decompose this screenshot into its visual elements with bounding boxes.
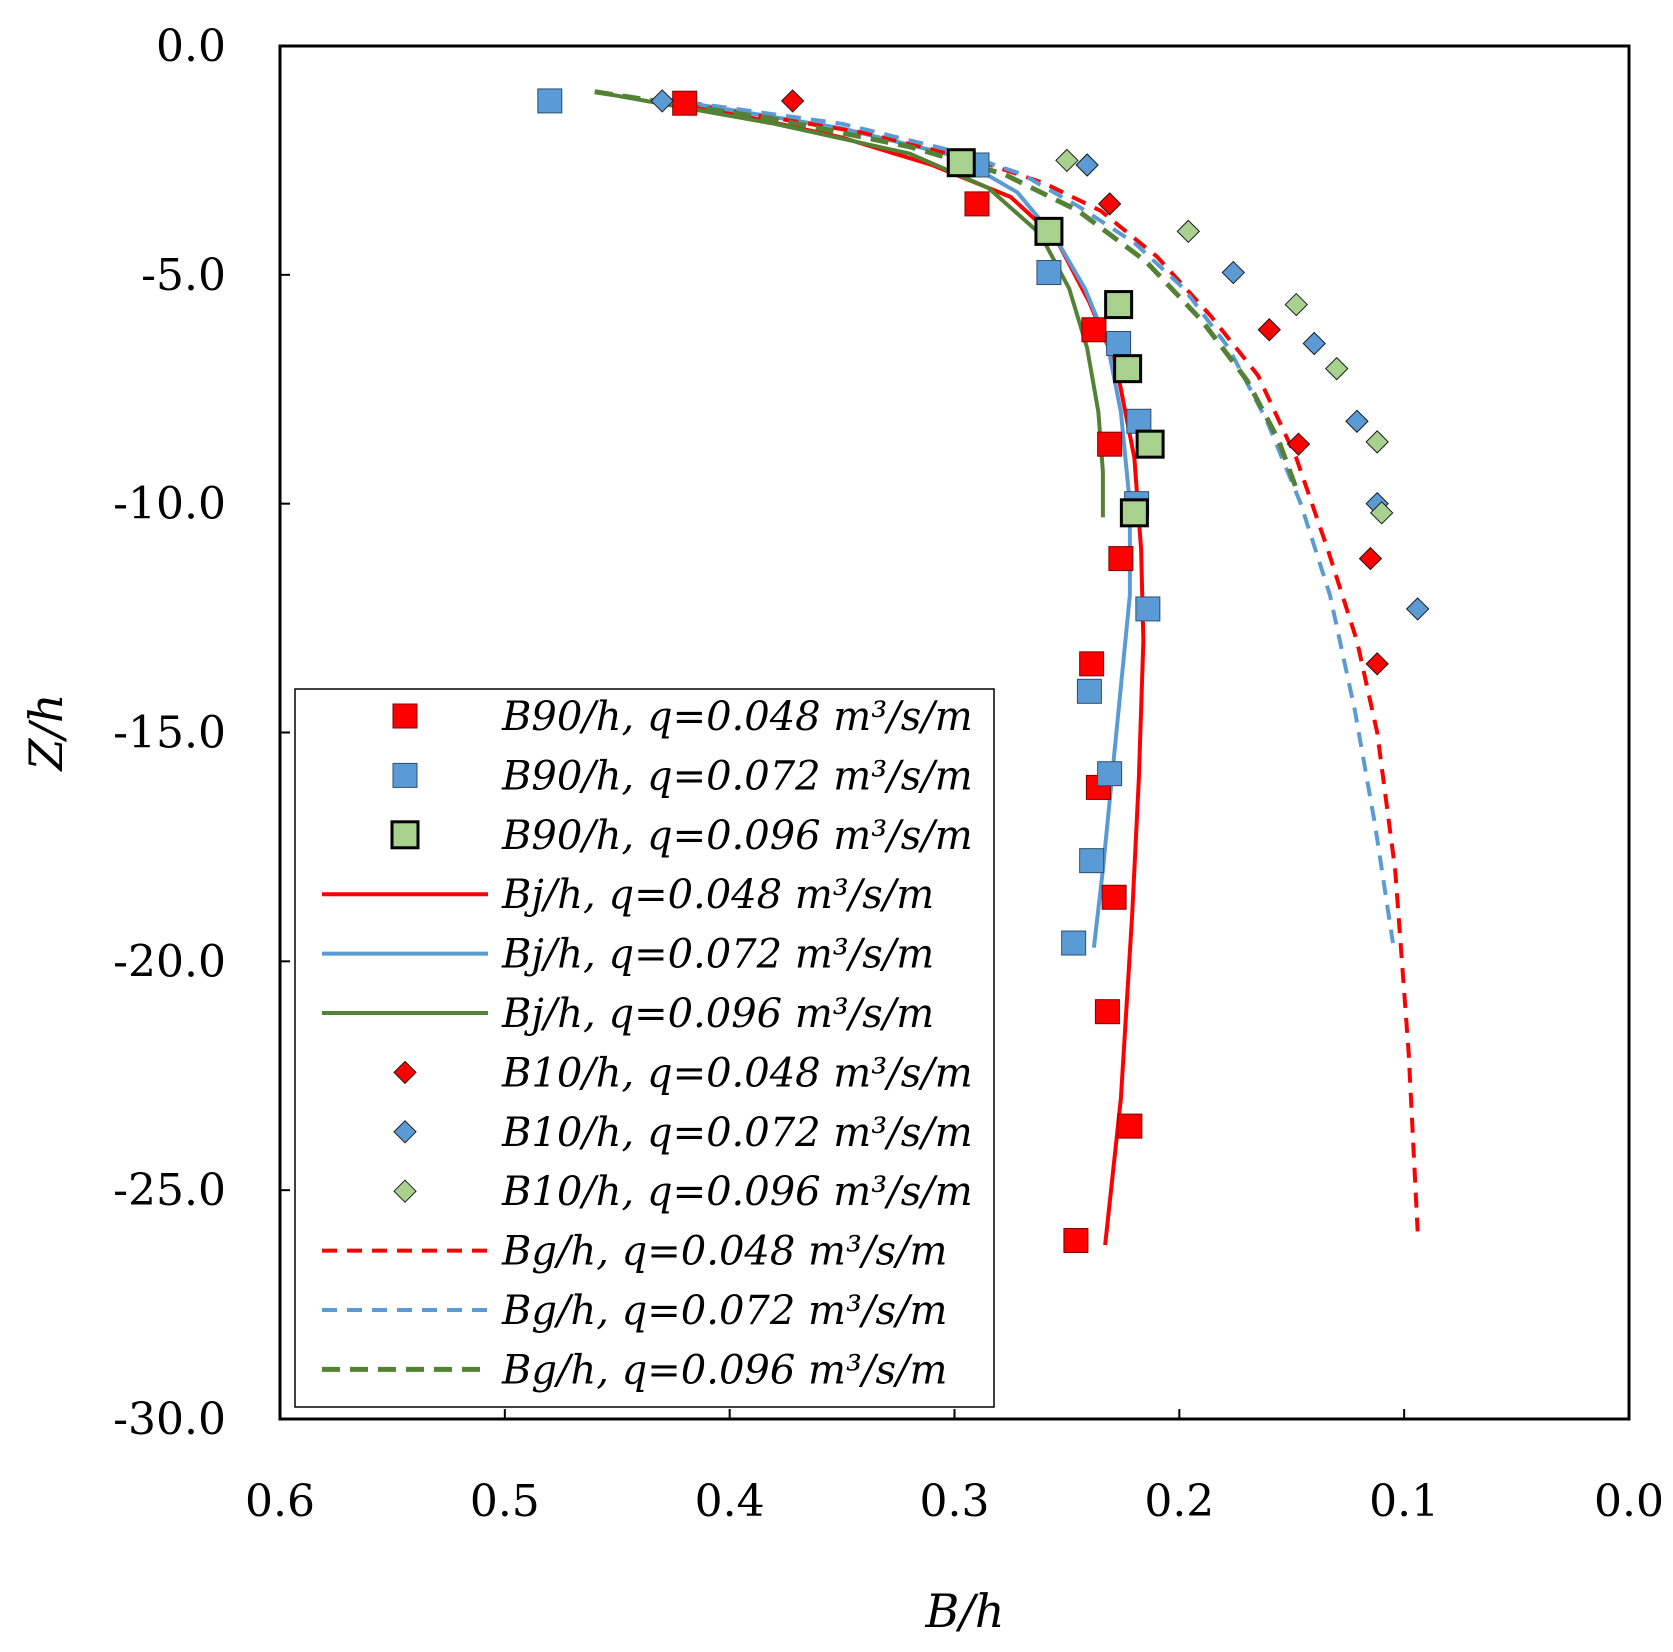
data-point-b10-h-q-0-072-m-s-m xyxy=(650,89,674,113)
y-axis-ticks: 0.0 -5.0 -10.0 -15.0 -20.0 -25.0 -30.0 xyxy=(113,21,290,1445)
data-point-b90-h-q-0-072-m-s-m xyxy=(1076,678,1102,704)
y-tick-label: -5.0 xyxy=(141,250,226,301)
x-tick-label: 0.6 xyxy=(245,1476,315,1527)
data-point-b90-h-q-0-048-m-s-m xyxy=(1094,999,1120,1025)
legend-swatch-b90-h-q-0-072-m-s-m xyxy=(392,762,418,788)
data-point-b90-h-q-0-048-m-s-m xyxy=(964,191,990,217)
x-tick-label: 0.2 xyxy=(1144,1476,1214,1527)
data-point-b10-h-q-0-072-m-s-m xyxy=(1302,331,1326,356)
y-axis-title: Z/h xyxy=(19,693,73,772)
legend-label: B10/h, q=0.096 m³/s/m xyxy=(501,1169,973,1215)
x-tick-label: 0.4 xyxy=(695,1476,765,1527)
legend: B90/h, q=0.048 m³/s/m B90/h, q=0.072 m³/s… xyxy=(294,688,995,1408)
legend-label: Bj/h, q=0.048 m³/s/m xyxy=(501,872,934,918)
data-point-b10-h-q-0-072-m-s-m xyxy=(1075,153,1099,177)
data-point-b10-h-q-0-048-m-s-m xyxy=(1257,318,1281,342)
legend-label: B90/h, q=0.096 m³/s/m xyxy=(501,813,973,859)
data-point-b90-h-q-0-096-m-s-m xyxy=(1113,354,1143,384)
legend-swatch-b90-h-q-0-096-m-s-m xyxy=(390,820,420,850)
data-point-b10-h-q-0-072-m-s-m xyxy=(1221,260,1245,285)
data-point-b90-h-q-0-096-m-s-m xyxy=(1119,498,1149,528)
legend-label: Bg/h, q=0.048 m³/s/m xyxy=(501,1229,947,1275)
y-tick-label: -15.0 xyxy=(113,708,226,759)
data-point-b10-h-q-0-096-m-s-m xyxy=(1055,148,1079,173)
data-point-b90-h-q-0-072-m-s-m xyxy=(1079,848,1105,874)
data-point-b10-h-q-0-048-m-s-m xyxy=(1097,192,1122,216)
legend-label: B10/h, q=0.072 m³/s/m xyxy=(501,1110,973,1156)
data-point-b10-h-q-0-072-m-s-m xyxy=(1345,409,1369,433)
legend-label: B10/h, q=0.048 m³/s/m xyxy=(501,1050,973,1096)
y-tick-label: -25.0 xyxy=(113,1165,226,1216)
data-point-b90-h-q-0-096-m-s-m xyxy=(1104,290,1134,320)
data-point-b10-h-q-0-048-m-s-m xyxy=(780,89,805,113)
series-markers xyxy=(537,88,1430,1254)
data-point-b90-h-q-0-072-m-s-m xyxy=(537,88,563,114)
series-line-bg-h-q-0-048-m-s-m xyxy=(684,101,1420,1232)
legend-label: B90/h, q=0.048 m³/s/m xyxy=(501,694,973,740)
legend-swatch-b10-h-q-0-072-m-s-m xyxy=(393,1120,417,1144)
x-tick-label: 0.3 xyxy=(920,1476,990,1527)
data-point-b90-h-q-0-048-m-s-m xyxy=(1108,546,1134,572)
legend-label: Bj/h, q=0.072 m³/s/m xyxy=(501,932,934,978)
x-axis-title: B/h xyxy=(925,1584,1005,1638)
data-point-b90-h-q-0-096-m-s-m xyxy=(1135,429,1165,459)
data-point-b90-h-q-0-048-m-s-m xyxy=(672,90,698,116)
data-point-b90-h-q-0-072-m-s-m xyxy=(1097,761,1123,787)
data-point-b10-h-q-0-048-m-s-m xyxy=(1358,546,1383,571)
data-point-b90-h-q-0-048-m-s-m xyxy=(1063,1228,1089,1254)
data-point-b10-h-q-0-048-m-s-m xyxy=(1286,432,1311,456)
x-tick-label: 0.0 xyxy=(1594,1476,1664,1527)
data-point-b90-h-q-0-072-m-s-m xyxy=(1106,330,1132,356)
data-point-b90-h-q-0-048-m-s-m xyxy=(1081,317,1107,343)
data-point-b10-h-q-0-096-m-s-m xyxy=(1325,356,1349,381)
data-point-b10-h-q-0-072-m-s-m xyxy=(1405,597,1430,621)
y-tick-label: -10.0 xyxy=(113,479,226,530)
data-point-b10-h-q-0-096-m-s-m xyxy=(1284,292,1308,317)
data-point-b90-h-q-0-072-m-s-m xyxy=(1135,596,1161,622)
data-point-b90-h-q-0-048-m-s-m xyxy=(1097,431,1123,457)
legend-swatch-b10-h-q-0-048-m-s-m xyxy=(393,1060,417,1085)
data-point-b90-h-q-0-096-m-s-m xyxy=(1034,216,1064,246)
data-point-b90-h-q-0-072-m-s-m xyxy=(1061,930,1087,956)
series-line-bg-h-q-0-096-m-s-m xyxy=(594,89,1301,496)
y-tick-label: 0.0 xyxy=(156,21,226,72)
y-tick-label: -30.0 xyxy=(113,1394,226,1445)
data-point-b90-h-q-0-072-m-s-m xyxy=(1036,260,1062,286)
data-point-b90-h-q-0-048-m-s-m xyxy=(1101,884,1127,910)
legend-swatch-b10-h-q-0-096-m-s-m xyxy=(393,1179,417,1203)
legend-label: B90/h, q=0.072 m³/s/m xyxy=(501,753,973,799)
data-point-b90-h-q-0-048-m-s-m xyxy=(1079,651,1105,677)
data-point-b10-h-q-0-096-m-s-m xyxy=(1369,501,1394,525)
data-point-b10-h-q-0-048-m-s-m xyxy=(1365,652,1389,676)
x-axis-ticks: 0.6 0.5 0.4 0.3 0.2 0.1 0.0 xyxy=(245,1409,1664,1527)
legend-label: Bj/h, q=0.096 m³/s/m xyxy=(501,991,934,1037)
legend-label: Bg/h, q=0.096 m³/s/m xyxy=(501,1347,947,1393)
data-point-b10-h-q-0-096-m-s-m xyxy=(1365,430,1389,454)
data-point-b90-h-q-0-072-m-s-m xyxy=(1126,408,1152,434)
data-point-b90-h-q-0-048-m-s-m xyxy=(1117,1113,1143,1139)
x-tick-label: 0.5 xyxy=(470,1476,540,1527)
x-tick-label: 0.1 xyxy=(1369,1476,1439,1527)
data-point-b90-h-q-0-096-m-s-m xyxy=(946,148,976,178)
y-tick-label: -20.0 xyxy=(113,936,226,987)
legend-swatch-b90-h-q-0-048-m-s-m xyxy=(392,703,418,729)
data-point-b10-h-q-0-096-m-s-m xyxy=(1176,219,1201,244)
legend-label: Bg/h, q=0.072 m³/s/m xyxy=(501,1288,947,1334)
legend-box xyxy=(294,688,995,1408)
